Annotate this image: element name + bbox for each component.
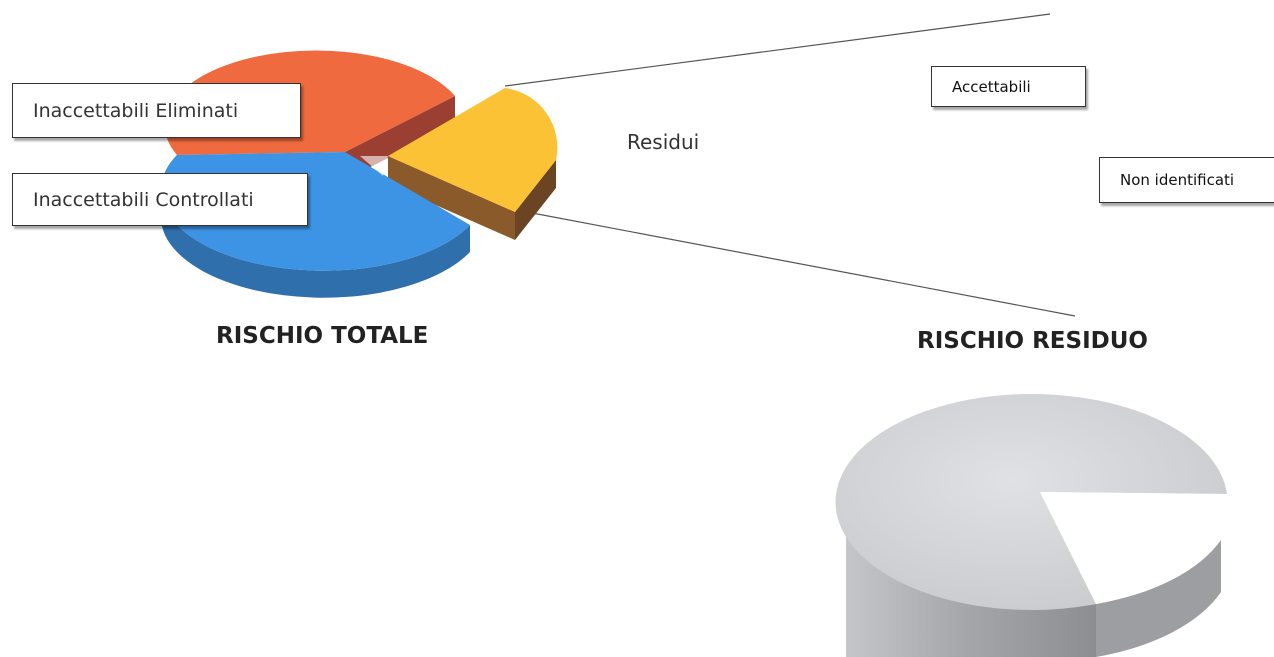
pie-inner-shadow [360,156,388,176]
pie-rischio-residuo [835,394,1228,657]
title-rischio-totale: RISCHIO TOTALE [216,323,429,349]
pie-slice-accettabili [835,394,1227,611]
label-non-identificati: Non identificati [1099,157,1274,203]
label-text: Inaccettabili Controllati [33,188,254,211]
label-inaccettabili-controllati: Inaccettabili Controllati [12,173,308,226]
pie-slice-non-identificati [1040,492,1228,604]
connector-line-bottom [526,211,1076,317]
label-inaccettabili-eliminati: Inaccettabili Eliminati [12,83,301,138]
label-text: Non identificati [1120,171,1235,189]
pie-slice-residui [388,88,558,212]
pie-side-controllati [160,155,470,298]
pie-side-residui-wall [388,156,515,240]
pie-side-accettabili-right [1096,540,1221,657]
connector-line-top [504,13,1051,87]
label-accettabili: Accettabili [931,66,1086,107]
label-text: Inaccettabili Eliminati [33,99,239,122]
label-text: Accettabili [952,77,1031,96]
title-rischio-residuo: RISCHIO RESIDUO [917,328,1148,354]
pie-side-residui [515,160,556,240]
pie-side-accettabili [845,492,1096,657]
label-residui: Residui [627,130,700,154]
